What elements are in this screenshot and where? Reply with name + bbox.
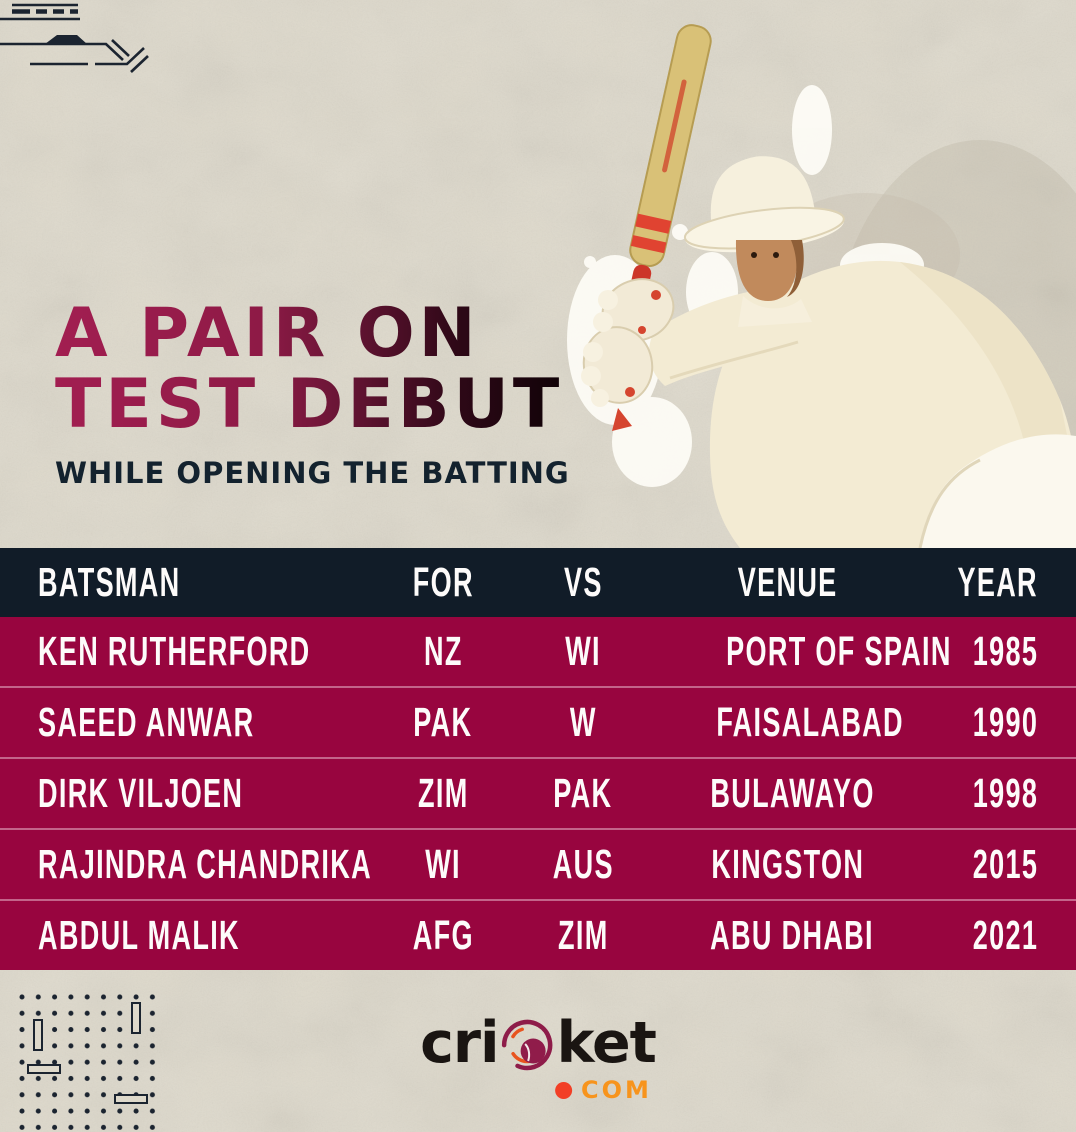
header-cell-batsman: BATSMAN xyxy=(38,559,181,605)
title-block: A PAIR ON TEST DEBUT WHILE OPENING THE BA… xyxy=(55,298,570,490)
logo-text-pre: cri xyxy=(420,1010,499,1076)
table-row: SAEED ANWAR PAK W FAISALABAD 1990 xyxy=(0,686,1076,757)
header-cell-venue: VENUE xyxy=(738,559,838,605)
cell-vs: WI xyxy=(565,628,601,674)
cell-venue: BULAWAYO xyxy=(710,770,875,816)
table-row: KEN RUTHERFORD NZ WI PORT OF SPAIN 1985 xyxy=(0,617,1076,686)
cell-for: ZIM xyxy=(417,770,469,816)
cell-vs: PAK xyxy=(553,770,613,816)
cell-vs: W xyxy=(569,699,597,745)
batsman-photo xyxy=(567,24,1076,548)
header-cell-vs: VS xyxy=(563,559,603,605)
page-subtitle: WHILE OPENING THE BATTING xyxy=(55,455,570,490)
cell-year: 2021 xyxy=(972,912,1038,958)
cell-batsman: DIRK VILJOEN xyxy=(38,770,244,816)
cricket-com-logo: cri ket COM xyxy=(420,1010,657,1104)
cell-vs: ZIM xyxy=(557,912,609,958)
cell-for: PAK xyxy=(413,699,473,745)
title-line-1: A PAIR ON xyxy=(55,294,480,373)
logo-dot-icon xyxy=(554,1081,572,1099)
cell-batsman: RAJINDRA CHANDRIKA xyxy=(38,841,372,887)
title-line-2: TEST DEBUT xyxy=(55,365,564,445)
cell-for: WI xyxy=(425,841,461,887)
cell-batsman: ABDUL MALIK xyxy=(38,912,240,958)
cell-vs: AUS xyxy=(552,841,614,887)
table-row: ABDUL MALIK AFG ZIM ABU DHABI 2021 xyxy=(0,899,1076,970)
cell-venue: FAISALABAD xyxy=(716,699,904,745)
header-cell-for: FOR xyxy=(412,559,474,605)
table-row: DIRK VILJOEN ZIM PAK BULAWAYO 1998 xyxy=(0,757,1076,828)
cell-batsman: SAEED ANWAR xyxy=(38,699,255,745)
header-cell-year: YEAR xyxy=(957,559,1038,605)
logo-tld: COM xyxy=(554,1076,652,1104)
logo-text-post: ket xyxy=(556,1010,657,1076)
cricket-ball-icon xyxy=(502,1019,553,1071)
cell-venue: ABU DHABI xyxy=(710,912,874,958)
logo-wordmark: cri ket xyxy=(420,1010,657,1076)
cell-for: NZ xyxy=(423,628,463,674)
table-row: RAJINDRA CHANDRIKA WI AUS KINGSTON 2015 xyxy=(0,828,1076,899)
page-title: A PAIR ON TEST DEBUT xyxy=(55,298,570,441)
cell-year: 1990 xyxy=(972,699,1038,745)
cell-year: 1998 xyxy=(972,770,1038,816)
cell-for: AFG xyxy=(412,912,474,958)
logo-com-text: COM xyxy=(580,1076,652,1104)
cell-batsman: KEN RUTHERFORD xyxy=(38,628,311,674)
cell-year: 2015 xyxy=(972,841,1038,887)
dot-grid-icon xyxy=(16,990,156,1130)
cell-venue: KINGSTON xyxy=(711,841,865,887)
circuit-lines-icon xyxy=(0,3,149,73)
stats-table: BATSMAN FOR VS VENUE YEAR KEN RUTHERFORD… xyxy=(0,548,1076,970)
table-header-row: BATSMAN FOR VS VENUE YEAR xyxy=(0,548,1076,617)
cell-venue: PORT OF SPAIN xyxy=(726,628,952,674)
